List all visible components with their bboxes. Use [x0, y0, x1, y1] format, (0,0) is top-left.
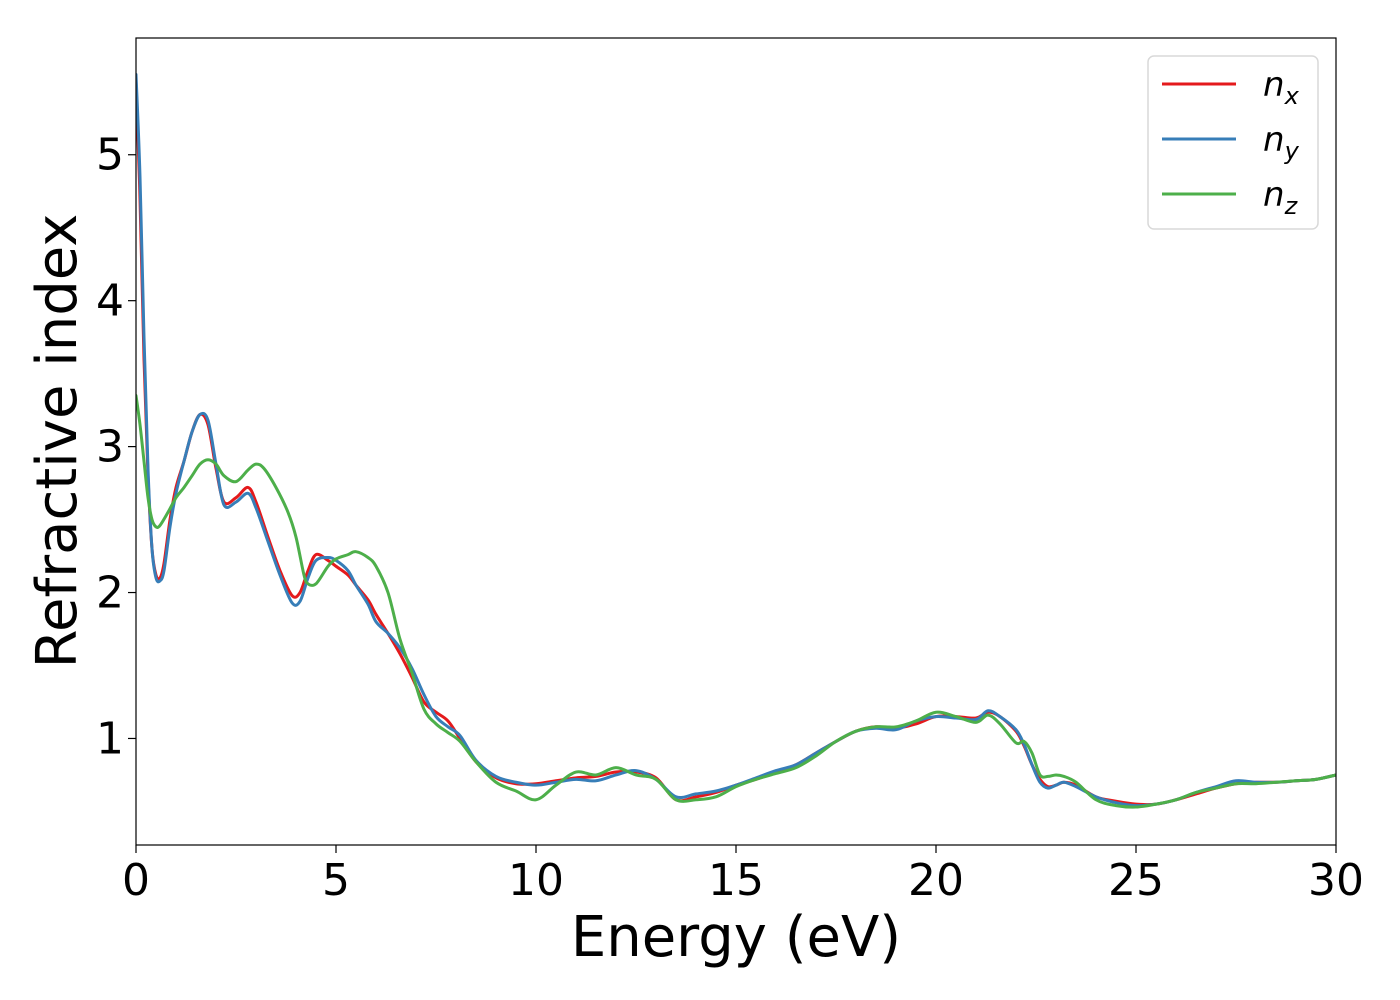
y-axis: 1 2 3 4 5	[96, 130, 136, 764]
legend: nx ny nz	[1147, 55, 1319, 230]
x-tick-label: 5	[322, 855, 350, 906]
x-tick-label: 30	[1308, 855, 1364, 906]
x-tick-label: 0	[122, 855, 150, 906]
x-tick-label: 10	[508, 855, 564, 906]
x-axis: 0 5 10 15 20 25 30	[122, 845, 1364, 906]
legend-frame	[1147, 55, 1319, 230]
legend-label-ny: ny	[1263, 120, 1300, 165]
y-tick-label: 5	[96, 130, 124, 181]
y-axis-label: Refractive index	[25, 214, 90, 669]
x-tick-label: 20	[908, 855, 964, 906]
legend-label-nz: nz	[1263, 175, 1299, 220]
series-layer	[136, 72, 1336, 809]
legend-label-nx: nx	[1263, 65, 1300, 110]
y-tick-label: 2	[96, 568, 124, 619]
x-tick-label: 25	[1108, 855, 1164, 906]
y-tick-label: 4	[96, 276, 124, 327]
y-tick-label: 3	[96, 422, 124, 473]
x-tick-label: 15	[708, 855, 764, 906]
y-tick-label: 1	[96, 713, 124, 764]
legend-items: nx ny nz	[1162, 65, 1300, 220]
series-line-nz	[136, 394, 1336, 809]
x-axis-label: Energy (eV)	[571, 905, 901, 970]
